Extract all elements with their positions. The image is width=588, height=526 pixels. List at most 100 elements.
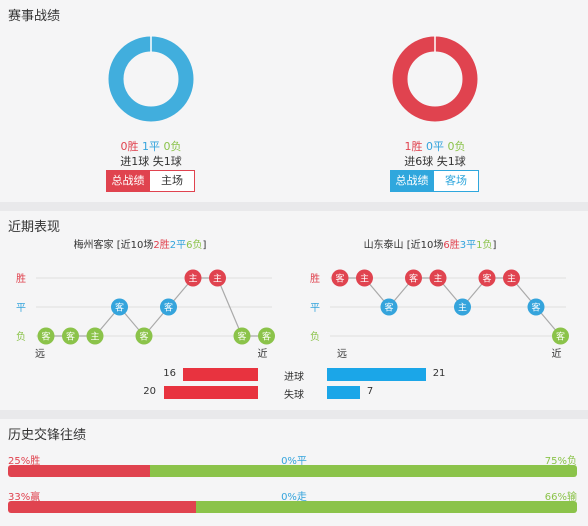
match-venue-label: 主: [433, 273, 442, 285]
head-to-head-panel: 历史交锋往绩 25%胜 0%平 75%负 33%赢 0%走 66%输: [0, 419, 588, 526]
match-point: [454, 298, 471, 316]
form-line: [46, 277, 267, 337]
near-label: 近: [258, 347, 268, 360]
match-point: [478, 269, 496, 287]
match-venue-label: 主: [90, 331, 99, 343]
right-team-name: 山东泰山: [363, 240, 404, 251]
match-venue-label: 主: [188, 273, 197, 285]
left-tab-group: 总战绩 主场: [106, 170, 195, 192]
left-win: 0胜: [120, 140, 139, 153]
match-venue-label: 客: [335, 273, 344, 285]
left-conceded-bar: [164, 386, 258, 399]
left-form-chart: 胜平负客客主客客客主 主客 客远近: [16, 269, 275, 360]
right-team-summary: 山东泰山 [近10场6胜3平1负]: [330, 236, 530, 251]
summary-wins: 6胜: [443, 240, 460, 251]
match-point: [258, 327, 275, 345]
left-goals-for: 进1球: [120, 155, 150, 168]
h2h-segment-loss: [150, 465, 577, 477]
h2h-draw-label: 0%平: [281, 456, 307, 467]
recent-form-panel: 近期表现 梅州客家 [近10场2胜2平6负] 山东泰山 [近10场6胜3平1负]…: [0, 211, 588, 410]
scored-label: 进球: [284, 372, 304, 383]
match-point: [37, 327, 55, 345]
match-point: [62, 327, 79, 345]
right-goals-for: 进6球: [404, 155, 434, 168]
axis-label-L: 负: [310, 330, 320, 343]
axis-label-D: 平: [16, 303, 26, 314]
h2h-segment-fill: [571, 501, 577, 513]
h2h-handicap-loss-label: 66%输: [544, 492, 577, 503]
match-point: [527, 298, 545, 316]
summary-losses: 1负: [476, 240, 493, 251]
h2h-loss-label: 75%负: [544, 456, 577, 467]
near-label: 近: [552, 347, 562, 360]
left-record-donut: [108, 36, 194, 122]
summary-prefix: [近10场: [406, 240, 444, 251]
match-venue-label: 客: [482, 273, 491, 285]
right-conceded-bar: [327, 386, 360, 399]
left-scored-value: 16: [163, 368, 176, 379]
right-conceded-value: 7: [366, 386, 374, 397]
right-loss: 0负: [447, 140, 466, 153]
match-venue-label: 客: [115, 302, 124, 314]
match-point: [503, 269, 520, 287]
conceded-label: 失球: [284, 390, 304, 401]
right-draw: 0平: [426, 140, 444, 153]
match-point: [331, 269, 349, 287]
right-form-chart: 胜平负客 主客客 主主客 主客客远近: [310, 269, 569, 360]
right-record-donut: [392, 36, 478, 122]
match-point: [356, 269, 373, 287]
section-title: 历史交锋往绩: [8, 428, 87, 443]
h2h-segment-win: [8, 465, 151, 477]
match-venue-label: 客: [531, 302, 540, 314]
right-tab-group: 总战绩 客场: [390, 170, 479, 192]
match-point: [86, 327, 104, 345]
match-point: [233, 327, 251, 345]
match-venue-label: 客: [237, 331, 246, 343]
summary-suffix: ]: [492, 240, 497, 251]
right-wdl: 1胜 0平 0负: [375, 138, 495, 154]
h2h-segment-loss: [195, 501, 572, 513]
summary-prefix: [近10场: [116, 240, 154, 251]
h2h-win-label: 25%胜: [8, 456, 41, 467]
match-venue-label: 客: [139, 331, 148, 343]
match-venue-label: 客: [66, 331, 75, 343]
axis-label-W: 胜: [16, 273, 26, 285]
match-point: [160, 298, 177, 316]
summary-draws: 3平: [459, 240, 477, 251]
section-title: 近期表现: [8, 220, 61, 235]
right-win: 1胜: [404, 140, 423, 153]
match-venue-label: 主: [360, 273, 369, 285]
left-tab-venue[interactable]: 主场: [150, 170, 195, 192]
form-line: [340, 277, 561, 337]
match-point: [209, 269, 226, 287]
h2h-handicap-push-label: 0%走: [281, 492, 307, 503]
left-draw: 1平: [142, 140, 160, 153]
right-goals-against: 失1球: [436, 155, 466, 168]
right-scored-bar: [327, 368, 426, 381]
left-team-name: 梅州客家: [73, 240, 114, 251]
match-venue-label: 客: [262, 331, 271, 343]
axis-label-D: 平: [310, 303, 320, 314]
match-point: [552, 327, 569, 345]
axis-label-L: 负: [16, 330, 26, 343]
match-point: [405, 269, 422, 287]
left-tab-all[interactable]: 总战绩: [106, 170, 150, 192]
far-label: 远: [35, 348, 45, 360]
right-tab-all[interactable]: 总战绩: [390, 170, 434, 192]
left-goals: 进1球 失1球: [91, 153, 211, 169]
match-point: [135, 327, 153, 345]
left-scored-bar: [182, 368, 258, 381]
far-label: 远: [337, 348, 347, 360]
match-point: [380, 298, 398, 316]
right-tab-venue[interactable]: 客场: [434, 170, 479, 192]
left-conceded-value: 20: [143, 386, 156, 397]
summary-losses: 6负: [186, 240, 203, 251]
h2h-handicap-win-label: 33%赢: [8, 492, 41, 503]
h2h-segment-win: [8, 501, 196, 513]
match-venue-label: 客: [409, 273, 418, 285]
match-venue-label: 主: [507, 273, 516, 285]
match-point: [429, 269, 447, 287]
left-goals-against: 失1球: [152, 155, 182, 168]
match-venue-label: 客: [556, 331, 565, 343]
h2h-handicap-bar: [8, 501, 577, 513]
